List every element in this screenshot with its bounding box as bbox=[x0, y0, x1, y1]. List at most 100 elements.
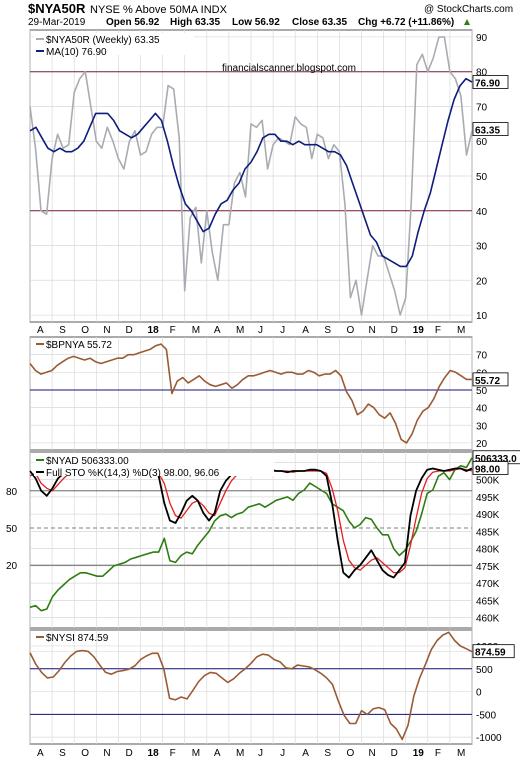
chart-date: 29-Mar-2019 bbox=[28, 17, 86, 28]
p1-month-label: N bbox=[369, 325, 376, 336]
ma10-line bbox=[29, 77, 473, 268]
p4-month-label: D bbox=[125, 748, 132, 759]
p1-last-value-box bbox=[472, 122, 509, 136]
p3-legend-bg bbox=[34, 454, 274, 476]
p1-month-label: S bbox=[59, 325, 66, 336]
legend-sto: Full STO %K(14,3) %D(3) 98.00, 96.06 bbox=[46, 468, 220, 479]
p1-tick-label: 50 bbox=[476, 172, 488, 183]
legend-nya50r: $NYA50R (Weekly) 63.35 bbox=[46, 35, 160, 46]
p4-tick-label: -1000 bbox=[476, 733, 502, 744]
p4-last-value: 874.59 bbox=[475, 648, 506, 659]
p4-month-label: A bbox=[214, 748, 221, 759]
legend-nyad: $NYAD 506333.00 bbox=[46, 456, 129, 467]
p4-month-label: S bbox=[59, 748, 66, 759]
p1-month-label: J bbox=[258, 325, 263, 336]
p1-last-value: 63.35 bbox=[475, 126, 500, 137]
p4-month-label: D bbox=[391, 748, 398, 759]
p3-sto-label: 50 bbox=[6, 524, 18, 535]
p4-month-label: F bbox=[170, 748, 176, 759]
p1-month-label: A bbox=[37, 325, 44, 336]
p4-month-label: N bbox=[369, 748, 376, 759]
chart-description: NYSE % Above 50MA INDX bbox=[90, 4, 228, 16]
p4-month-label: A bbox=[302, 748, 309, 759]
p1-month-label: A bbox=[302, 325, 309, 336]
chart-symbol: $NYA50R bbox=[28, 1, 86, 16]
p1-month-label: M bbox=[192, 325, 200, 336]
p4-tick-label: 0 bbox=[476, 688, 482, 699]
p4-month-label: S bbox=[324, 748, 331, 759]
p2-last-value-box bbox=[472, 372, 509, 387]
p2-last-value: 55.72 bbox=[475, 376, 500, 387]
p4-month-label: 19 bbox=[413, 748, 425, 759]
p1-tick-label: 10 bbox=[476, 311, 488, 322]
p3-tick-label: 490K bbox=[476, 510, 500, 521]
p4-month-label: 18 bbox=[148, 748, 160, 759]
up-arrow-icon bbox=[464, 19, 470, 25]
p3-tick-label: 475K bbox=[476, 562, 500, 573]
p3-tick-label: 485K bbox=[476, 527, 500, 538]
p3-sto-label: 20 bbox=[6, 561, 18, 572]
p1-month-label: O bbox=[346, 325, 354, 336]
p1-month-label: D bbox=[125, 325, 132, 336]
low-value: Low 56.92 bbox=[232, 17, 280, 28]
p1-tick-label: 70 bbox=[476, 102, 488, 113]
p1-month-label: D bbox=[391, 325, 398, 336]
p4-month-label: O bbox=[346, 748, 354, 759]
p1-month-label: J bbox=[280, 325, 285, 336]
p3-tick-label: 460K bbox=[476, 614, 500, 625]
p4-month-label: M bbox=[236, 748, 244, 759]
p2-tick-label: 40 bbox=[476, 404, 488, 415]
p4-month-label: A bbox=[37, 748, 44, 759]
p1-tick-label: 90 bbox=[476, 33, 488, 44]
p1-tick-label: 60 bbox=[476, 137, 488, 148]
p2-tick-label: 30 bbox=[476, 421, 488, 432]
p1-month-label: 19 bbox=[413, 325, 425, 336]
bpnya-line bbox=[29, 343, 472, 444]
p3-last-sto-box bbox=[472, 461, 509, 475]
p4-month-label: N bbox=[103, 748, 110, 759]
legend-ma10: MA(10) 76.90 bbox=[46, 47, 107, 58]
p4-month-label: M bbox=[457, 748, 465, 759]
p4-month-label: F bbox=[435, 748, 441, 759]
high-value: High 63.35 bbox=[170, 17, 220, 28]
p1-month-label: S bbox=[324, 325, 331, 336]
p3-tick-label: 470K bbox=[476, 579, 500, 590]
copyright-text: @ StockCharts.com bbox=[424, 4, 513, 15]
p1-tick-label: 20 bbox=[476, 276, 488, 287]
nysi-line bbox=[29, 631, 473, 741]
nya50r-line bbox=[29, 36, 473, 316]
p1-month-label: F bbox=[170, 325, 176, 336]
p4-month-label: O bbox=[81, 748, 89, 759]
p4-month-label: J bbox=[258, 748, 263, 759]
p1-month-label: A bbox=[214, 325, 221, 336]
p4-month-label: J bbox=[280, 748, 285, 759]
legend-bpnya: $BPNYA 55.72 bbox=[46, 340, 112, 351]
p4-last-value-box bbox=[472, 644, 515, 659]
watermark-text: financialscanner.blogspot.com bbox=[222, 63, 356, 74]
p3-tick-label: 495K bbox=[476, 493, 500, 504]
p2-tick-label: 20 bbox=[476, 439, 488, 450]
p1-month-label: 18 bbox=[148, 325, 160, 336]
p4-month-label: M bbox=[192, 748, 200, 759]
legend-nysi: $NYSI 874.59 bbox=[46, 633, 109, 644]
p1-tick-label: 80 bbox=[476, 68, 488, 79]
change-value: Chg +6.72 (+11.86%) bbox=[358, 17, 454, 28]
p1-last-ma: 76.90 bbox=[475, 78, 500, 89]
p1-legend-bg bbox=[34, 33, 194, 55]
p3-last-value: 506333.0 bbox=[475, 454, 517, 465]
p2-tick-label: 70 bbox=[476, 351, 488, 362]
p4-tick-label: 500 bbox=[476, 665, 493, 676]
p3-tick-label: 480K bbox=[476, 545, 500, 556]
p1-month-label: M bbox=[236, 325, 244, 336]
p1-month-label: N bbox=[103, 325, 110, 336]
p1-month-label: O bbox=[81, 325, 89, 336]
p1-last-ma-box bbox=[472, 75, 509, 89]
p1-month-label: M bbox=[457, 325, 465, 336]
nyad-line bbox=[29, 457, 473, 612]
open-value: Open 56.92 bbox=[106, 17, 160, 28]
p4-tick-label: -500 bbox=[476, 710, 496, 721]
p1-month-label: F bbox=[435, 325, 441, 336]
p3-last-sto: 98.00 bbox=[475, 464, 500, 475]
p3-tick-label: 500K bbox=[476, 476, 500, 487]
